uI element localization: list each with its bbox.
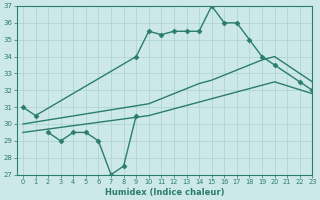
X-axis label: Humidex (Indice chaleur): Humidex (Indice chaleur) bbox=[105, 188, 224, 197]
